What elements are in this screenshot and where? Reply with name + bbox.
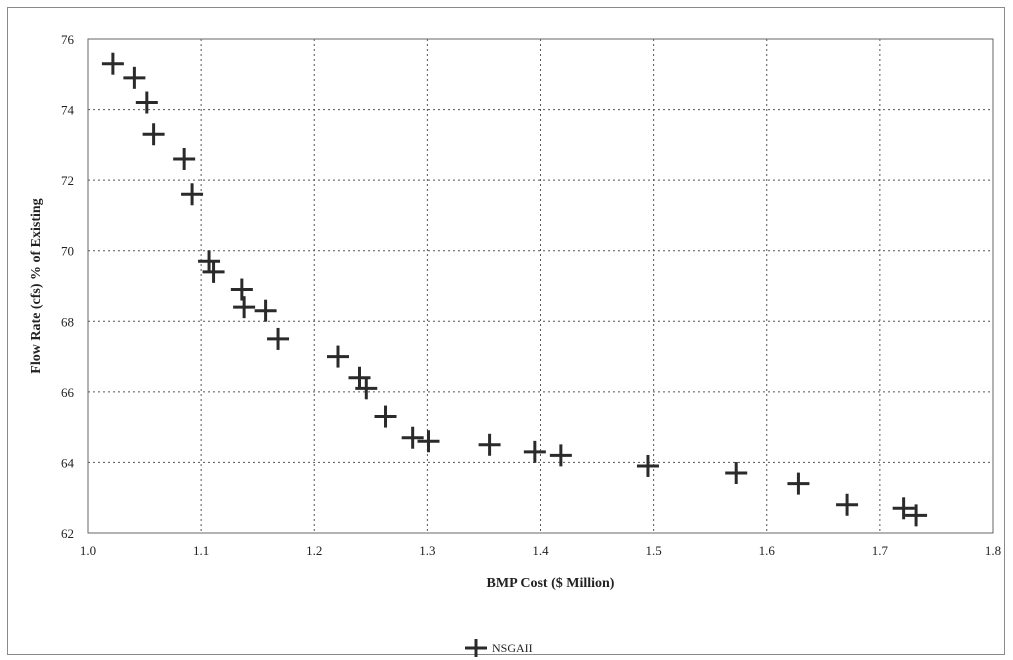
x-tick-label: 1.5 [646, 543, 662, 558]
y-tick-label: 72 [61, 173, 74, 188]
x-tick-label: 1.6 [759, 543, 776, 558]
data-point-plus [181, 183, 203, 205]
y-tick-label: 70 [61, 244, 74, 259]
data-point-plus [418, 430, 440, 452]
data-point-plus [787, 473, 809, 495]
y-tick-label: 64 [61, 455, 75, 470]
y-axis-title: Flow Rate (cfs) % of Existing [29, 198, 44, 373]
data-point-plus [524, 441, 546, 463]
legend: NSGAII [465, 639, 533, 657]
data-point-plus [231, 279, 253, 301]
data-point-plus [173, 148, 195, 170]
data-point-plus [402, 427, 424, 449]
data-point-plus [233, 296, 255, 318]
data-point-plus [375, 406, 397, 428]
y-tick-label: 76 [61, 32, 75, 47]
x-tick-label: 1.7 [872, 543, 889, 558]
data-point-plus [203, 261, 225, 283]
data-point-plus [327, 346, 349, 368]
y-tick-labels: 62 64 66 68 70 72 74 76 [61, 32, 75, 541]
x-axis-title: BMP Cost ($ Million) [487, 576, 615, 591]
data-point-plus [637, 455, 659, 477]
data-point-plus [123, 67, 145, 89]
data-points [102, 53, 927, 527]
y-tick-label: 66 [61, 385, 75, 400]
x-tick-label: 1.8 [985, 543, 1001, 558]
data-point-plus [550, 444, 572, 466]
x-tick-label: 1.4 [532, 543, 549, 558]
y-tick-label: 62 [61, 526, 74, 541]
x-tick-label: 1.2 [306, 543, 322, 558]
legend-marker-plus-icon [465, 639, 487, 657]
grid-lines [88, 39, 993, 533]
data-point-plus [267, 328, 289, 350]
data-point-plus [836, 494, 858, 516]
data-point-plus [102, 53, 124, 75]
data-point-plus [255, 300, 277, 322]
data-point-plus [725, 462, 747, 484]
legend-label-nsgaii: NSGAII [492, 641, 533, 655]
y-tick-label: 74 [61, 103, 75, 118]
x-tick-label: 1.0 [80, 543, 96, 558]
x-tick-label: 1.1 [193, 543, 209, 558]
data-point-plus [143, 123, 165, 145]
y-tick-label: 68 [61, 314, 74, 329]
data-point-plus [479, 434, 501, 456]
data-point-plus [136, 92, 158, 114]
x-tick-labels: 1.0 1.1 1.2 1.3 1.4 1.5 1.6 1.7 1.8 [80, 543, 1001, 558]
x-tick-label: 1.3 [419, 543, 435, 558]
